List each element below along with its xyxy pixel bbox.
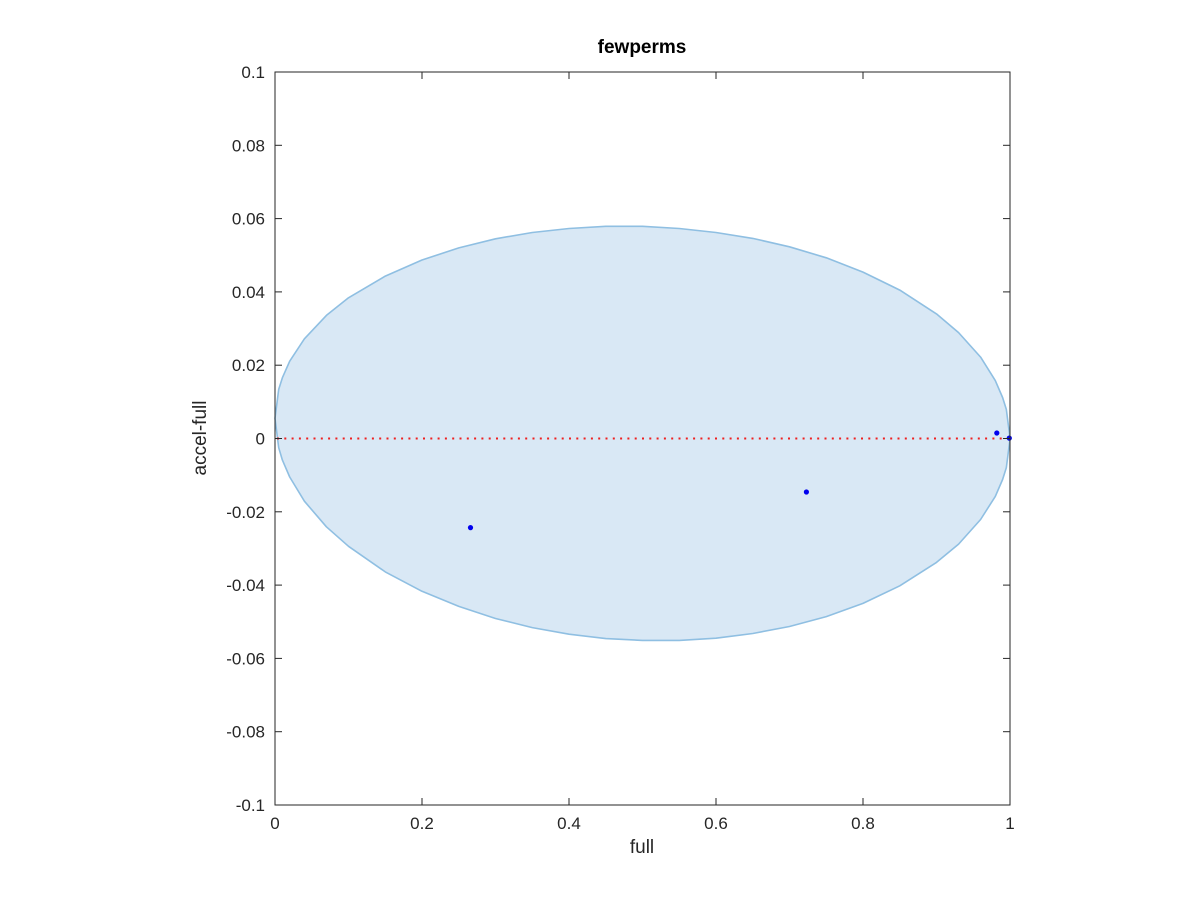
y-tick-label: 0.06 [232, 210, 265, 229]
y-tick-label: -0.06 [226, 649, 265, 668]
x-tick-label: 0.8 [851, 814, 875, 833]
x-tick-label: 0.2 [410, 814, 434, 833]
y-tick-label: 0.04 [232, 283, 265, 302]
y-tick-label: 0.08 [232, 136, 265, 155]
x-tick-label: 0 [270, 814, 279, 833]
data-point [994, 430, 1000, 436]
y-tick-label: -0.02 [226, 503, 265, 522]
x-tick-label: 0.4 [557, 814, 581, 833]
y-tick-label: -0.04 [226, 576, 265, 595]
data-point [467, 525, 474, 531]
data-point [803, 489, 810, 495]
y-tick-label: 0 [256, 430, 265, 449]
x-tick-label: 0.6 [704, 814, 728, 833]
y-tick-label: -0.08 [226, 723, 265, 742]
y-tick-label: 0.1 [241, 63, 265, 82]
x-tick-label: 1 [1005, 814, 1014, 833]
tick-labels-layer: 0 0.2 0.4 0.6 0.8 1 0.1 0.08 0.06 0.04 0.02 0 -0.02 -… [226, 63, 1014, 833]
y-axis-label: accel-full [190, 401, 211, 476]
chart-title: fewperms [598, 37, 687, 58]
y-tick-label: -0.1 [236, 796, 265, 815]
x-axis-label: full [630, 837, 654, 858]
confidence-envelope [274, 225, 1011, 642]
envelope-layer [274, 225, 1011, 642]
y-tick-label: 0.02 [232, 356, 265, 375]
axes-layer [274, 71, 1011, 806]
